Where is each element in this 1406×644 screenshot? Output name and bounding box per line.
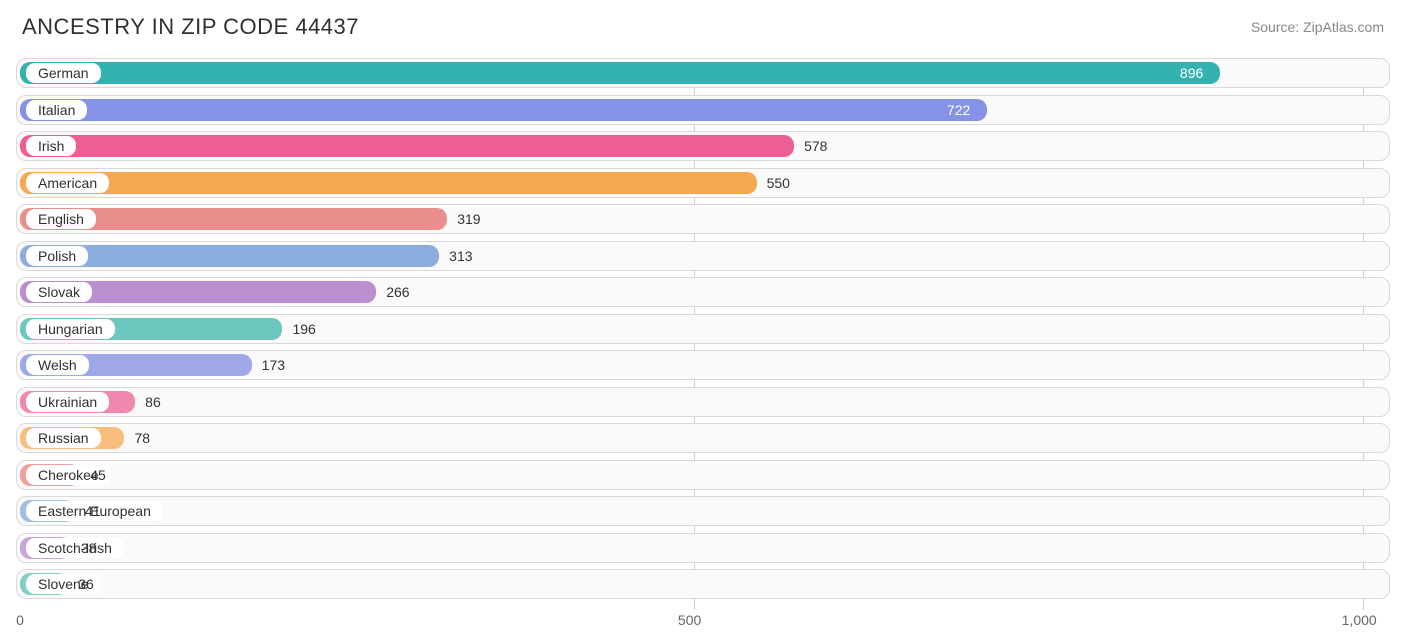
x-axis: 0 500 1,000 (16, 606, 1390, 634)
category-label: American (26, 173, 109, 193)
category-label: Scotch-Irish (26, 538, 124, 558)
value-label: 38 (81, 540, 97, 556)
bar-row: English 319 (16, 204, 1390, 234)
value-label: 319 (457, 211, 480, 227)
bar-row: Slovene36 (16, 569, 1390, 599)
bar-row: Welsh 173 (16, 350, 1390, 380)
chart-area: German 896 Italian 722 Irish 578 American 550 En… (0, 50, 1406, 599)
bar-row: Italian 722 (16, 95, 1390, 125)
value-label: 722 (947, 102, 970, 118)
value-label: 313 (449, 248, 472, 264)
bar-track (16, 533, 1390, 563)
chart-source: Source: ZipAtlas.com (1251, 19, 1384, 35)
bar-row: Cherokee45 (16, 460, 1390, 490)
category-label: Irish (26, 136, 76, 156)
bar-track (16, 496, 1390, 526)
category-label: Hungarian (26, 319, 115, 339)
category-label: German (26, 63, 101, 83)
axis-tick: 0 (16, 612, 24, 628)
bar-row: Eastern European41 (16, 496, 1390, 526)
axis-tick: 500 (678, 612, 701, 628)
bar (20, 135, 794, 157)
bar-row: Polish 313 (16, 241, 1390, 271)
bar-track (16, 460, 1390, 490)
category-label: Polish (26, 246, 88, 266)
bar-row: Slovak 266 (16, 277, 1390, 307)
value-label: 196 (292, 321, 315, 337)
value-label: 550 (767, 175, 790, 191)
value-label: 896 (1180, 65, 1203, 81)
bar-track (16, 569, 1390, 599)
category-label: Italian (26, 100, 87, 120)
category-label: Slovak (26, 282, 92, 302)
value-label: 78 (134, 430, 150, 446)
bar-row: Ukrainian 86 (16, 387, 1390, 417)
bar-row: German 896 (16, 58, 1390, 88)
chart-header: ANCESTRY IN ZIP CODE 44437 Source: ZipAt… (0, 0, 1406, 50)
category-label: Russian (26, 428, 101, 448)
value-label: 36 (78, 576, 94, 592)
bar (20, 62, 1220, 84)
value-label: 86 (145, 394, 161, 410)
chart-title: ANCESTRY IN ZIP CODE 44437 (22, 14, 359, 40)
bar-row: Scotch-Irish38 (16, 533, 1390, 563)
bar-track (16, 423, 1390, 453)
axis-tick: 1,000 (1342, 612, 1377, 628)
bar (20, 172, 757, 194)
category-label: English (26, 209, 96, 229)
value-label: 45 (90, 467, 106, 483)
bar-row: Hungarian 196 (16, 314, 1390, 344)
value-label: 41 (85, 503, 101, 519)
bar-row: Russian 78 (16, 423, 1390, 453)
value-label: 173 (262, 357, 285, 373)
category-label: Welsh (26, 355, 89, 375)
value-label: 578 (804, 138, 827, 154)
bar (20, 99, 987, 121)
bar-row: American 550 (16, 168, 1390, 198)
bar-track (16, 387, 1390, 417)
category-label: Ukrainian (26, 392, 109, 412)
bar-row: Irish 578 (16, 131, 1390, 161)
value-label: 266 (386, 284, 409, 300)
